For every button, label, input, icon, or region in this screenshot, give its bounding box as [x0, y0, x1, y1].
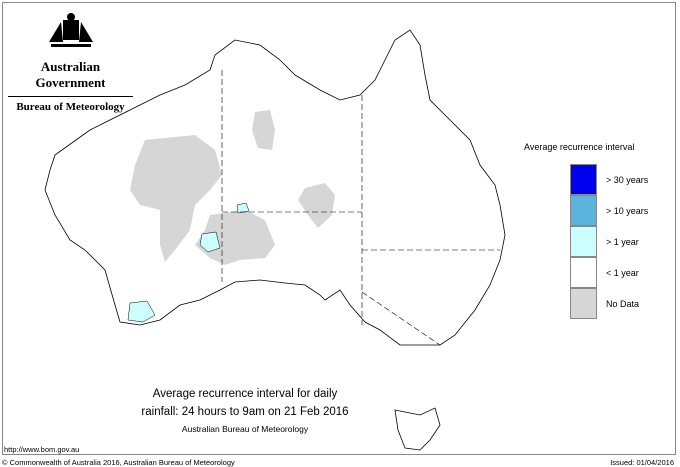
caption-line1: Average recurrence interval for daily	[152, 388, 338, 400]
tasmania-outline	[394, 407, 441, 451]
copyright: © Commonwealth of Australia 2016, Austra…	[2, 458, 235, 467]
legend-swatch	[570, 195, 597, 226]
legend-label: > 1 year	[606, 236, 639, 247]
legend-item: No Data	[570, 288, 648, 319]
legend: > 30 years > 10 years > 1 year < 1 year …	[570, 164, 648, 319]
legend-item: < 1 year	[570, 257, 648, 288]
government-name: Australian Government	[8, 59, 133, 97]
caption-line3: Australian Bureau of Meteorology	[181, 424, 309, 434]
legend-label: > 30 years	[606, 174, 649, 185]
legend-label: No Data	[606, 298, 640, 309]
legend-item: > 10 years	[570, 195, 648, 226]
website-link[interactable]: http://www.bom.gov.au	[4, 445, 80, 454]
coat-of-arms-icon	[48, 13, 93, 47]
legend-title: Average recurrence interval	[524, 142, 635, 152]
legend-swatch	[570, 164, 597, 195]
issued-date: Issued: 01/04/2016	[610, 458, 674, 467]
legend-swatch	[570, 257, 597, 288]
legend-swatch	[570, 288, 597, 319]
state-borders	[221, 70, 500, 346]
caption-line2: rainfall: 24 hours to 9am on 21 Feb 2016	[141, 406, 349, 418]
legend-item: > 1 year	[570, 226, 648, 257]
legend-label: > 10 years	[606, 205, 649, 216]
no-data-areas	[130, 110, 335, 265]
australia-outline	[44, 29, 506, 346]
legend-swatch	[570, 226, 597, 257]
above-1-year-areas	[127, 202, 250, 323]
map-frame	[2, 2, 676, 455]
legend-label: < 1 year	[606, 267, 639, 278]
legend-item: > 30 years	[570, 164, 648, 195]
australian-government-logo: Australian Government Bureau of Meteorol…	[8, 12, 133, 113]
agency-name: Bureau of Meteorology	[16, 101, 125, 113]
